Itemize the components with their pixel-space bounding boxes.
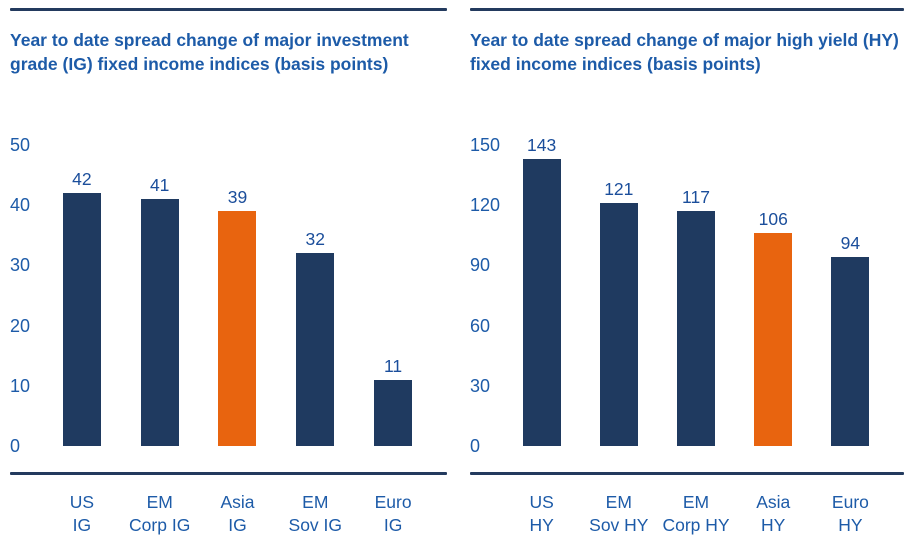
y-tick-label: 150 bbox=[470, 135, 501, 155]
y-tick-label: 50 bbox=[10, 135, 31, 155]
ig-chart-area: 0 10 20 30 40 50 42 41 39 32 11 bbox=[10, 113, 447, 456]
bar-column: 106 bbox=[735, 209, 812, 446]
category-label-line: IG bbox=[228, 515, 247, 535]
bar bbox=[677, 211, 715, 446]
category-label: Asia IG bbox=[199, 491, 277, 537]
category-label-line: Corp HY bbox=[662, 515, 730, 535]
y-tick-label: 90 bbox=[470, 255, 491, 276]
hy-chart-title: Year to date spread change of major high… bbox=[470, 30, 899, 74]
y-axis: 0 30 60 90 120 150 bbox=[470, 113, 503, 456]
y-tick-label: 10 bbox=[10, 375, 31, 396]
bar-value-label: 42 bbox=[72, 169, 92, 190]
bar-column: 41 bbox=[121, 175, 199, 446]
y-tick-label: 60 bbox=[470, 315, 491, 336]
category-label: Euro HY bbox=[812, 491, 889, 537]
y-axis: 0 10 20 30 40 50 bbox=[10, 113, 43, 456]
bar bbox=[62, 193, 101, 446]
bar-column: 121 bbox=[580, 179, 657, 446]
bar bbox=[522, 159, 561, 446]
hy-chart-area: 0 30 60 90 120 150 143 121 117 106 94 bbox=[470, 113, 904, 456]
highlighted-bar bbox=[754, 233, 793, 446]
ig-chart-title: Year to date spread change of major inve… bbox=[10, 30, 409, 74]
category-label-line: EM bbox=[605, 492, 632, 512]
category-label-line: EM bbox=[302, 492, 329, 512]
baseline-separator bbox=[10, 472, 447, 475]
y-tick-label: 20 bbox=[10, 315, 31, 336]
y-tick-label: 120 bbox=[470, 195, 501, 216]
category-label-line: Euro bbox=[374, 492, 412, 512]
category-label-line: US bbox=[69, 492, 95, 512]
category-label: US HY bbox=[503, 491, 580, 537]
category-label-line: HY bbox=[761, 515, 786, 535]
y-tick-label: 0 bbox=[470, 436, 481, 456]
category-label-line: Corp IG bbox=[129, 515, 191, 535]
category-label-line: HY bbox=[529, 515, 554, 535]
bar-column: 143 bbox=[503, 135, 580, 446]
bar bbox=[374, 379, 413, 446]
hy-chart-panel: Year to date spread change of major high… bbox=[457, 0, 914, 559]
bar-value-label: 143 bbox=[527, 135, 557, 156]
category-label: EM Corp IG bbox=[121, 491, 199, 537]
bar-value-label: 117 bbox=[682, 187, 710, 208]
top-rule bbox=[470, 8, 904, 11]
category-label-line: IG bbox=[383, 515, 403, 535]
y-tick-label: 30 bbox=[10, 255, 31, 276]
bar bbox=[599, 203, 638, 446]
bar-column: 94 bbox=[812, 233, 889, 446]
category-label-line: Euro bbox=[831, 492, 869, 512]
category-label-line: Sov IG bbox=[288, 515, 343, 535]
bar-column: 39 bbox=[199, 187, 277, 446]
category-label: EM Corp HY bbox=[657, 491, 734, 537]
category-label-line: Asia bbox=[220, 492, 255, 512]
y-tick-label: 40 bbox=[10, 195, 31, 216]
category-label: EM Sov HY bbox=[580, 491, 657, 537]
y-tick-label: 0 bbox=[10, 436, 21, 456]
bar-value-label: 106 bbox=[758, 209, 788, 230]
category-label: Euro IG bbox=[354, 491, 432, 537]
bar-value-label: 11 bbox=[384, 355, 403, 376]
bar-value-label: 94 bbox=[840, 233, 861, 254]
bar-column: 32 bbox=[276, 229, 354, 446]
bar bbox=[296, 253, 335, 446]
bar-value-label: 41 bbox=[149, 175, 170, 196]
category-label-line: EM bbox=[146, 492, 173, 512]
category-axis: US IG EM Corp IG Asia IG EM Sov IG Euro IG bbox=[43, 491, 447, 537]
plot-area: 143 121 117 106 94 bbox=[503, 113, 904, 446]
category-label-line: Sov HY bbox=[589, 515, 649, 535]
bar-column: 11 bbox=[354, 356, 432, 446]
bar-column: 117 bbox=[657, 187, 734, 446]
bar-column: 42 bbox=[43, 169, 121, 446]
baseline-separator bbox=[470, 472, 904, 475]
bar-value-label: 39 bbox=[227, 187, 248, 208]
bar bbox=[140, 199, 179, 446]
category-axis: US HY EM Sov HY EM Corp HY Asia HY Euro HY bbox=[503, 491, 904, 537]
y-tick-label: 30 bbox=[470, 375, 491, 396]
category-label-line: HY bbox=[838, 515, 863, 535]
category-label-line: US bbox=[529, 492, 554, 512]
category-label-line: Asia bbox=[756, 492, 791, 512]
bar bbox=[831, 257, 870, 446]
bar-value-label: 121 bbox=[604, 179, 634, 200]
category-label-line: IG bbox=[72, 515, 92, 535]
plot-area: 42 41 39 32 11 bbox=[43, 113, 447, 446]
category-label-line: EM bbox=[682, 492, 710, 512]
category-label: Asia HY bbox=[735, 491, 812, 537]
category-label: US IG bbox=[43, 491, 121, 537]
highlighted-bar bbox=[218, 211, 257, 446]
bar-value-label: 32 bbox=[305, 229, 326, 250]
category-label: EM Sov IG bbox=[276, 491, 354, 537]
ig-chart-panel: Year to date spread change of major inve… bbox=[10, 8, 447, 537]
top-rule bbox=[10, 8, 447, 11]
